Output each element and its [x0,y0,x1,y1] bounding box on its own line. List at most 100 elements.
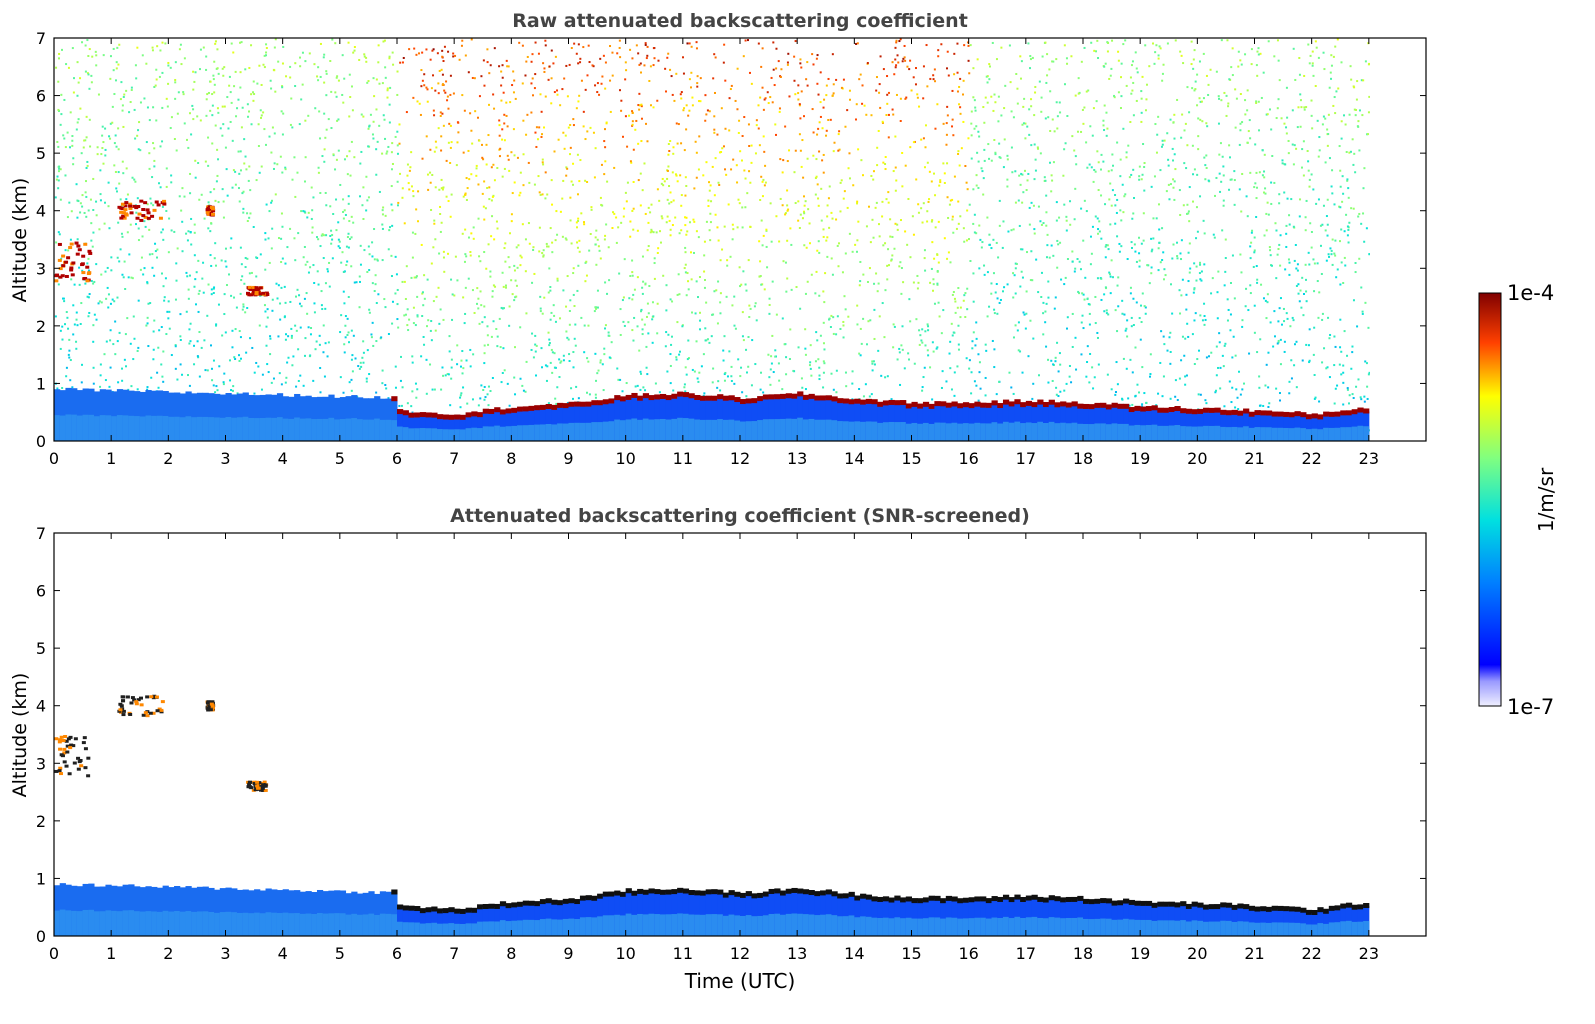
bl-top-edge [426,412,432,417]
bl-top-edge [1357,904,1363,909]
bl-top-edge [1283,906,1289,911]
bl-lower [860,422,866,441]
bl-lower [706,914,712,936]
cloud-feature [117,200,166,222]
bl-top-edge [1329,906,1335,911]
bl-lower [534,920,540,936]
bl-lower [534,425,540,441]
bl-top-edge [900,400,906,405]
bl-lower [374,419,380,441]
x-tick-label: 19 [1130,944,1150,963]
bl-lower [1209,426,1215,441]
bl-top-edge [791,394,797,399]
y-tick-label: 7 [36,524,46,543]
bl-top-edge [1266,907,1272,912]
bl-lower [1243,922,1249,936]
bl-top-edge [654,889,660,894]
bl-lower [403,427,409,441]
bl-top-edge [1340,410,1346,415]
bl-top-edge [1066,403,1072,408]
bl-lower [940,423,946,441]
bl-top-edge [974,896,980,901]
bl-lower [500,920,506,936]
bl-top-edge [883,400,889,405]
bl-lower [1043,423,1049,441]
bl-lower [974,918,980,936]
bl-lower [1260,427,1266,441]
bl-lower [60,416,66,441]
bl-lower [494,426,500,441]
bl-top-edge [534,901,540,906]
bl-lower [711,420,717,441]
bl-lower [546,424,552,441]
bl-lower [1300,428,1306,441]
bl-top-edge [528,406,534,411]
bl-top-edge [854,399,860,404]
bl-lower [1180,920,1186,936]
bl-lower [1014,422,1020,441]
bl-lower [1129,919,1135,936]
x-tick-label: 0 [49,449,59,468]
bl-top-edge [1163,902,1169,907]
bl-lower [157,912,163,936]
bl-lower [917,424,923,441]
bl-lower [574,423,580,441]
bl-lower [1340,921,1346,936]
bl-top-edge [1100,898,1106,903]
bl-lower [346,419,352,441]
bl-top-edge [1106,898,1112,903]
bl-top-edge [711,889,717,894]
cloud-feature [54,735,90,777]
bl-top-edge [403,905,409,910]
bl-top-edge [494,407,500,412]
bl-lower [643,914,649,936]
bl-lower [671,419,677,441]
bl-lower [894,422,900,441]
raw-heatmap [54,38,1371,443]
bl-top-edge [546,898,552,903]
bl-top-edge [940,898,946,903]
bl-lower [557,423,563,441]
bl-lower [774,914,780,936]
bl-top-edge [443,415,449,420]
bl-lower [1140,920,1146,936]
bl-top-edge [620,396,626,401]
bl-lower [260,913,266,936]
bl-top-edge [626,888,632,893]
bl-top-edge [809,394,815,399]
x-tick-label: 18 [1073,944,1093,963]
bl-lower [797,914,803,936]
bl-lower [1272,428,1278,441]
bl-lower [1346,427,1352,441]
x-tick-label: 1 [106,449,116,468]
bl-lower [254,418,260,441]
cloud-feature [206,700,216,711]
bl-top-edge [557,403,563,408]
bl-lower [203,417,209,441]
bl-top-edge [763,394,769,399]
bl-top-edge [546,404,552,409]
bl-top-edge [986,898,992,903]
x-tick-label: 4 [278,449,288,468]
x-tick-label: 11 [673,449,693,468]
bl-top-edge [1255,410,1261,415]
bl-top-edge [1237,411,1243,416]
bl-top-edge [877,897,883,902]
bl-lower [208,912,214,936]
y-tick-label: 2 [36,812,46,831]
bl-top-edge [889,400,895,405]
bl-lower [323,419,329,441]
bl-top-edge [1146,406,1152,411]
y-tick-label: 3 [36,259,46,278]
bl-top-edge [448,415,454,420]
bl-lower [626,419,632,441]
bl-lower [1289,428,1295,441]
bl-lower [363,914,369,936]
bl-top-edge [1014,895,1020,900]
cloud-feature [206,205,215,216]
x-tick-label: 19 [1130,449,1150,468]
bl-lower [934,423,940,441]
bl-lower [477,428,483,441]
bl-lower [1100,919,1106,936]
bl-lower [923,423,929,441]
